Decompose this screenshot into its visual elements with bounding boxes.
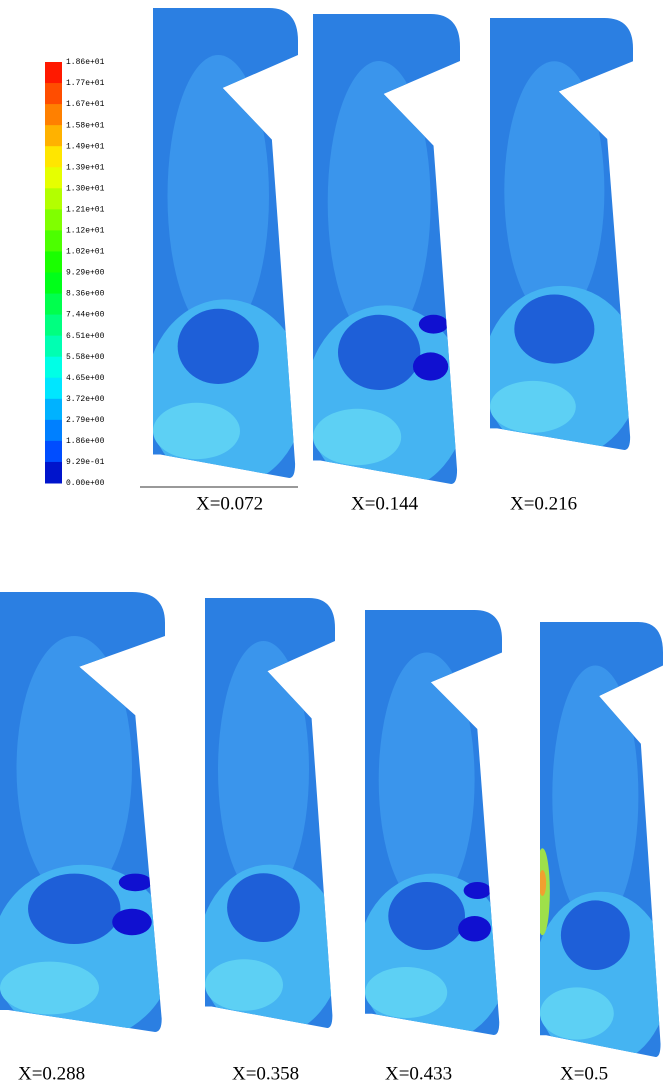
colorbar-band [45, 146, 62, 168]
colorbar-label: 1.30e+01 [66, 184, 105, 193]
contour [177, 308, 259, 384]
colorbar-band [45, 461, 62, 484]
vortex [418, 314, 449, 334]
contour [560, 900, 630, 970]
colorbar-band [45, 356, 62, 379]
colorbar-label: 9.29e+00 [66, 269, 105, 278]
contour [167, 55, 269, 337]
panel-label: X=0.433 [385, 1063, 452, 1084]
contour [327, 61, 431, 343]
contour [365, 967, 448, 1018]
contour [16, 636, 132, 900]
contour [552, 665, 639, 927]
vortex [112, 908, 152, 936]
panel-label: X=0.5 [560, 1063, 608, 1084]
colorbar-band [45, 314, 62, 337]
colorbar-band [45, 419, 62, 442]
contour [205, 959, 283, 1011]
colorbar-label: 3.72e+00 [66, 395, 105, 404]
contour-panel [0, 592, 165, 1032]
colorbar-band [45, 398, 62, 421]
contour-panel [313, 14, 460, 484]
colorbar-band [45, 272, 62, 295]
contour [490, 380, 576, 433]
colorbar-label: 1.58e+01 [66, 121, 105, 130]
contour [227, 873, 300, 942]
colorbar-band [45, 62, 62, 84]
vortex [118, 873, 152, 892]
contour-panel [365, 610, 502, 1035]
colorbar-label: 1.67e+01 [66, 100, 105, 109]
vortex [412, 352, 449, 381]
contour [504, 61, 605, 321]
colorbar-label: 6.51e+00 [66, 332, 105, 341]
colorbar-band [45, 125, 62, 147]
panel-label: X=0.358 [232, 1063, 299, 1084]
contour-panel [490, 18, 633, 450]
colorbar-label: 7.44e+00 [66, 311, 105, 320]
colorbar-band [45, 209, 62, 231]
colorbar-band [45, 251, 62, 273]
contour [28, 873, 121, 944]
colorbar-label: 0.00e+00 [66, 479, 105, 488]
panel-label: X=0.216 [510, 493, 577, 514]
contour [153, 402, 240, 460]
contour [337, 314, 421, 390]
colorbar-label: 1.77e+01 [66, 79, 105, 88]
hotspot [540, 869, 547, 897]
contour-panel [153, 8, 298, 478]
panel-label: X=0.072 [196, 493, 263, 514]
colorbar-label: 2.79e+00 [66, 416, 105, 425]
contour [0, 961, 99, 1015]
colorbar-band [45, 167, 62, 189]
vortex [463, 882, 492, 899]
colorbar-band [45, 188, 62, 210]
panel-label: X=0.144 [351, 493, 419, 514]
colorbar-label: 1.49e+01 [66, 142, 105, 151]
colorbar-band [45, 440, 62, 463]
contour-panel [205, 598, 335, 1028]
colorbar-band [45, 230, 62, 252]
colorbar-label: 1.02e+01 [66, 248, 105, 257]
colorbar-label: 1.39e+01 [66, 163, 105, 172]
colorbar-band [45, 377, 62, 400]
colorbar-label: 1.21e+01 [66, 205, 105, 214]
colorbar-label: 8.36e+00 [66, 290, 105, 299]
vortex [458, 916, 492, 942]
colorbar-label: 5.58e+00 [66, 353, 105, 362]
colorbar-label: 9.29e-01 [66, 458, 105, 467]
contour [514, 294, 595, 364]
colorbar-band [45, 83, 62, 105]
colorbar-label: 1.12e+01 [66, 227, 105, 236]
panel-label: X=0.288 [18, 1063, 85, 1084]
colorbar-label: 1.86e+01 [66, 58, 105, 67]
colorbar-band [45, 335, 62, 358]
contour [540, 987, 614, 1040]
colorbar-label: 1.86e+00 [66, 437, 105, 446]
colorbar-band [45, 293, 62, 316]
contour [218, 641, 309, 899]
contour [378, 652, 475, 908]
contour-panel [540, 622, 663, 1057]
colorbar-label: 4.65e+00 [66, 374, 105, 383]
colorbar-band [45, 104, 62, 126]
contour [388, 882, 466, 950]
contour [313, 408, 402, 466]
